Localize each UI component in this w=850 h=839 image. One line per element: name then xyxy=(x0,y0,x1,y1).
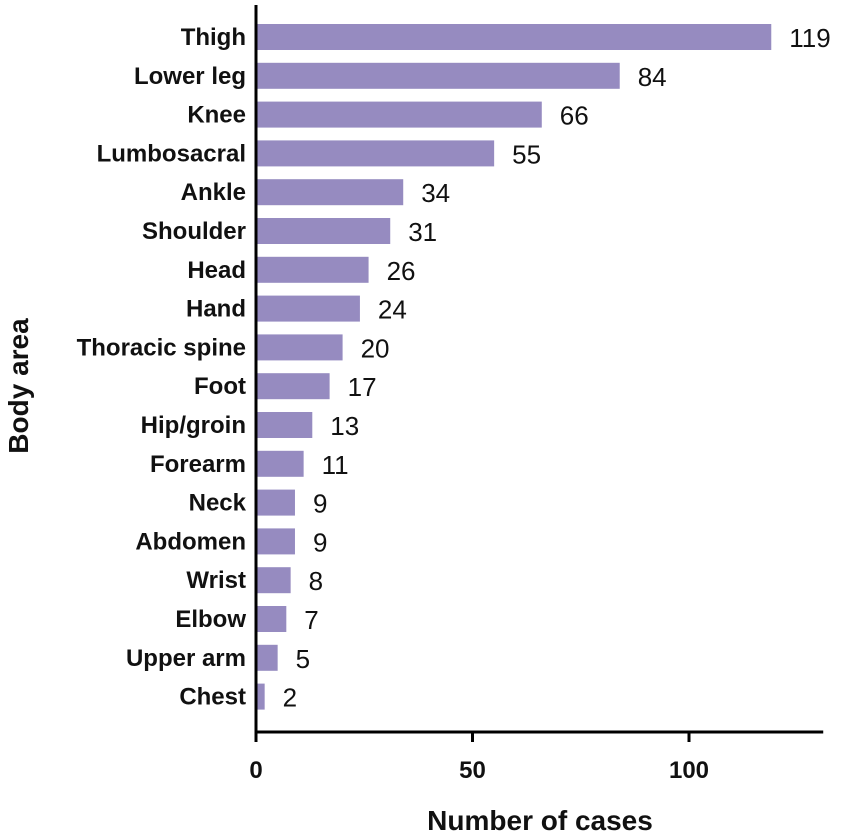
x-tick-label-50: 50 xyxy=(459,757,486,784)
category-labels: Thigh Lower leg Knee Lumbosacral Ankle Should… xyxy=(77,24,247,711)
category-label-hip-groin: Hip/groin xyxy=(141,412,246,439)
bar-forearm xyxy=(256,450,304,477)
category-label-thoracic-spine: Thoracic spine xyxy=(77,334,246,361)
value-label-ankle: 34 xyxy=(421,178,450,208)
category-label-head: Head xyxy=(187,257,246,284)
category-label-ankle: Ankle xyxy=(181,179,246,206)
category-label-lumbosacral: Lumbosacral xyxy=(97,140,246,167)
bar-knee xyxy=(256,101,542,128)
value-label-shoulder: 31 xyxy=(408,217,437,247)
bar-hip-groin xyxy=(256,412,313,438)
bar-shoulder xyxy=(256,218,391,244)
value-label-lumbosacral: 55 xyxy=(512,139,541,169)
category-label-thigh: Thigh xyxy=(181,24,246,51)
bar-foot xyxy=(256,373,330,400)
category-label-forearm: Forearm xyxy=(150,451,246,478)
bars-group xyxy=(256,24,772,710)
bar-head xyxy=(256,256,369,283)
category-label-neck: Neck xyxy=(189,490,247,517)
bar-chest xyxy=(256,683,265,710)
bar-elbow xyxy=(256,606,287,632)
value-label-head: 26 xyxy=(387,256,416,286)
value-label-foot: 17 xyxy=(348,372,377,402)
category-label-knee: Knee xyxy=(187,102,246,129)
value-label-hip-groin: 13 xyxy=(330,411,359,441)
value-label-abdomen: 9 xyxy=(313,527,327,557)
bar-wrist xyxy=(256,567,291,594)
bar-thoracic-spine xyxy=(256,334,343,361)
value-label-knee: 66 xyxy=(560,101,589,131)
category-label-hand: Hand xyxy=(186,296,246,323)
bar-neck xyxy=(256,489,295,516)
value-label-hand: 24 xyxy=(378,295,407,325)
value-label-lower-leg: 84 xyxy=(638,62,667,92)
bar-upper-arm xyxy=(256,644,278,671)
value-label-wrist: 8 xyxy=(309,566,323,596)
bar-abdomen xyxy=(256,528,295,555)
category-label-foot: Foot xyxy=(194,373,246,400)
category-label-chest: Chest xyxy=(179,684,246,711)
category-label-upper-arm: Upper arm xyxy=(126,645,246,672)
y-axis-title: Body area xyxy=(3,318,34,454)
bar-lower-leg xyxy=(256,62,620,89)
value-label-neck: 9 xyxy=(313,489,327,519)
x-axis-title: Number of cases xyxy=(427,805,653,836)
bar-ankle xyxy=(256,179,404,206)
category-label-abdomen: Abdomen xyxy=(135,528,246,555)
value-label-thigh: 119 xyxy=(789,23,830,53)
value-label-chest: 2 xyxy=(283,683,297,713)
value-label-thoracic-spine: 20 xyxy=(361,333,390,363)
bar-hand xyxy=(256,295,360,322)
value-label-elbow: 7 xyxy=(304,605,318,635)
x-tick-label-100: 100 xyxy=(669,757,709,784)
value-label-forearm: 11 xyxy=(322,450,349,480)
category-label-wrist: Wrist xyxy=(186,567,246,594)
category-label-shoulder: Shoulder xyxy=(142,218,246,245)
value-label-upper-arm: 5 xyxy=(296,644,310,674)
category-label-lower-leg: Lower leg xyxy=(134,63,246,90)
category-label-elbow: Elbow xyxy=(175,606,246,633)
x-tick-label-0: 0 xyxy=(249,757,262,784)
x-axis-ticks: 0 50 100 xyxy=(249,732,709,784)
bar-thigh xyxy=(256,24,772,50)
bar-lumbosacral xyxy=(256,140,495,167)
